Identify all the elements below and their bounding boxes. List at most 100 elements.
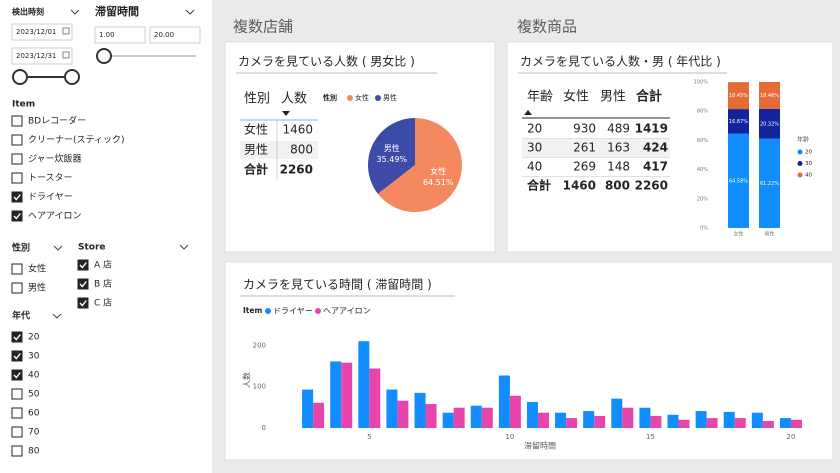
checkbox[interactable] <box>77 259 89 271</box>
checkmark <box>79 281 87 288</box>
checkbox[interactable] <box>11 282 23 294</box>
bar <box>509 395 521 428</box>
bar-segment <box>759 138 780 228</box>
slice-label: 男性 <box>384 143 400 153</box>
bar <box>790 419 802 428</box>
bar <box>537 412 549 428</box>
bar <box>650 416 662 428</box>
dropdown-chevron[interactable] <box>52 313 62 319</box>
checkbox-label: 80 <box>28 447 40 457</box>
checkbox-label: クリーナー(スティック) <box>28 135 124 146</box>
date-input[interactable] <box>11 23 73 41</box>
dropdown-chevron[interactable] <box>179 244 189 250</box>
checkbox[interactable] <box>11 134 23 146</box>
filter-title: 滞留時間 <box>95 4 139 18</box>
checkbox[interactable] <box>11 369 23 381</box>
number-value: 1.00 <box>99 31 115 39</box>
checkbox[interactable] <box>11 331 23 343</box>
bar <box>526 401 538 428</box>
checkbox-label: BDレコーダー <box>28 115 86 127</box>
bar <box>762 420 774 428</box>
checkmark <box>79 300 87 307</box>
slice-value: 35.49% <box>377 155 408 164</box>
x-tick-label: 5 <box>367 433 371 441</box>
dropdown-chevron[interactable] <box>70 9 80 15</box>
legend-marker <box>375 95 381 101</box>
number-input[interactable] <box>149 26 201 44</box>
checkbox[interactable] <box>11 350 23 362</box>
data-label: 16.87% <box>729 119 748 125</box>
slider-handle[interactable] <box>96 48 112 64</box>
x-tick-label: 女性 <box>733 231 743 238</box>
y-tick-label: 40% <box>697 167 708 173</box>
legend-title: Item <box>243 306 262 315</box>
bar <box>397 400 409 428</box>
bar <box>341 362 353 428</box>
legend-label: 40 <box>805 173 812 179</box>
pie-slice <box>368 118 415 194</box>
checkbox[interactable] <box>11 191 23 203</box>
table-cell: 女性 <box>244 122 268 137</box>
table-header: 女性 <box>563 89 589 105</box>
checkbox[interactable] <box>77 278 89 290</box>
dropdown-chevron[interactable] <box>53 245 63 251</box>
bar <box>453 407 465 428</box>
checkbox[interactable] <box>11 115 23 127</box>
bar <box>330 361 342 428</box>
bar <box>470 405 482 428</box>
bar <box>313 402 325 428</box>
legend-label: ヘアアイロン <box>323 307 371 316</box>
checkbox[interactable] <box>11 263 23 275</box>
slider-handle[interactable] <box>64 69 80 85</box>
checkbox-label: 20 <box>28 333 40 343</box>
table-cell: 40 <box>527 160 542 174</box>
y-tick-label: 200 <box>253 341 266 349</box>
number-input[interactable] <box>94 26 146 44</box>
checkbox[interactable] <box>11 210 23 222</box>
y-tick-label: 100 <box>253 383 266 391</box>
checkbox[interactable] <box>11 388 23 400</box>
checkmark <box>79 262 87 269</box>
table-cell: 1460 <box>563 179 596 193</box>
y-tick-label: 60% <box>697 138 708 144</box>
panel <box>224 261 834 461</box>
sort-indicator[interactable] <box>282 111 290 116</box>
panel-title: カメラを見ている人数 ( 男女比 ) <box>238 54 415 69</box>
sort-indicator[interactable] <box>524 110 532 115</box>
slider-handle[interactable] <box>12 69 28 85</box>
checkmark <box>13 353 21 360</box>
checkbox[interactable] <box>11 172 23 184</box>
table-cell: 20 <box>527 122 542 136</box>
filter-title: 性別 <box>12 242 30 254</box>
checkbox-label: 30 <box>28 352 40 362</box>
checkmark <box>13 372 21 379</box>
bar-segment <box>728 82 749 110</box>
table-cell: 269 <box>573 160 596 174</box>
bar <box>706 418 718 428</box>
checkbox[interactable] <box>11 407 23 419</box>
bar-segment <box>759 108 780 139</box>
legend-marker <box>797 172 803 178</box>
checkbox[interactable] <box>11 426 23 438</box>
row-band <box>522 139 670 157</box>
checkbox[interactable] <box>77 297 89 309</box>
bar <box>481 407 493 428</box>
checkbox-label: 70 <box>28 428 40 438</box>
checkbox[interactable] <box>11 445 23 457</box>
table-cell: 合計 <box>244 162 268 177</box>
checkbox[interactable] <box>11 153 23 165</box>
dropdown-chevron[interactable] <box>185 9 195 15</box>
table-cell: 417 <box>643 160 668 174</box>
bar <box>583 411 595 428</box>
checkbox-label: 50 <box>28 390 40 400</box>
checkbox-label: A 店 <box>94 259 112 271</box>
legend-marker <box>347 95 353 101</box>
y-axis-label: 人数 <box>242 372 252 388</box>
legend-label: ドライヤー <box>273 307 313 316</box>
slice-value: 64.51% <box>423 178 454 187</box>
bar <box>414 392 426 428</box>
table-cell: 1419 <box>635 122 668 136</box>
table-cell: 424 <box>643 141 668 155</box>
date-input[interactable] <box>11 47 73 65</box>
